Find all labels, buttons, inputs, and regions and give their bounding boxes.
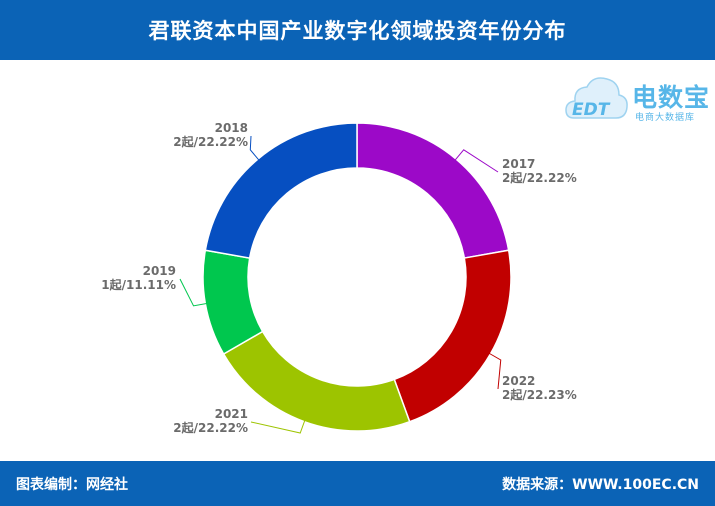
slice-value-2021: 2起/22.22%	[173, 420, 248, 435]
leader-line-2017	[454, 149, 499, 173]
slice-2022	[393, 249, 512, 423]
slice-value-2017: 2起/22.22%	[502, 170, 577, 185]
brand-logo: EDT 电数宝 电商大数据库	[564, 70, 714, 132]
chart-title: 君联资本中国产业数字化领域投资年份分布	[148, 19, 567, 43]
logo-name: 电数宝	[632, 83, 711, 112]
footer-source: 数据来源：WWW.100EC.CN	[502, 476, 699, 493]
slice-2021	[222, 330, 411, 432]
leader-line-2019	[179, 278, 208, 307]
slice-label-2021: 2021	[215, 407, 248, 421]
cloud-logo-icon: EDT	[565, 77, 628, 120]
chart-area: 2017 2起/22.22% 2022 2起/22.23% 2021 2起/22.22% 2…	[0, 60, 715, 460]
logo-subtitle: 电商大数据库	[635, 113, 696, 123]
donut-chart: 20172起/22.22%20222起/22.23%20212起/22.22%2…	[101, 121, 577, 435]
slice-value-2018: 2起/22.22%	[173, 134, 248, 149]
slice-value-2022: 2起/22.23%	[502, 387, 577, 402]
slice-2018	[204, 122, 358, 259]
slice-label-2018: 2018	[215, 121, 248, 135]
footer-bar: 图表编制：网经社 数据来源：WWW.100EC.CN	[0, 461, 715, 506]
slice-label-2017: 2017	[502, 157, 535, 171]
slice-2017	[356, 122, 510, 259]
leader-line-2022	[488, 352, 502, 390]
leader-line-2018	[249, 135, 260, 161]
leader-line-2021	[250, 419, 306, 434]
slice-value-2019: 1起/11.11%	[101, 277, 176, 292]
slice-label-2019: 2019	[143, 264, 176, 278]
footer-editor: 图表编制：网经社	[16, 476, 128, 493]
slice-label-2022: 2022	[502, 374, 535, 388]
logo-mark: EDT	[572, 100, 611, 120]
chart-title-bar: 君联资本中国产业数字化领域投资年份分布	[0, 0, 715, 60]
